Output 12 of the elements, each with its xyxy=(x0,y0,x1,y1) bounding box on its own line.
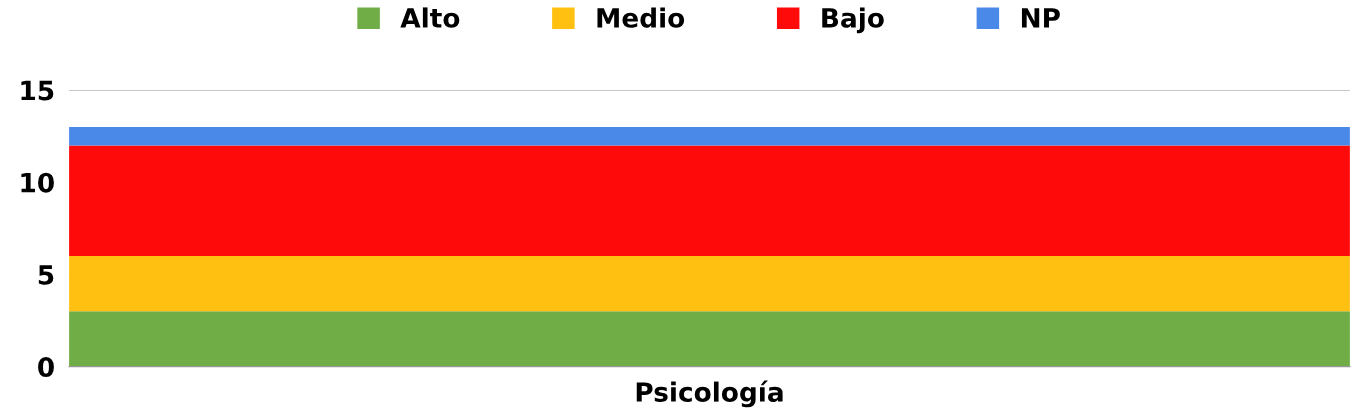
y-tick-label: 15 xyxy=(21,80,54,101)
bar xyxy=(69,256,1350,312)
legend-label: NP xyxy=(1021,8,1060,28)
y-tick-label: 10 xyxy=(21,172,54,193)
bar xyxy=(69,311,1350,367)
y-tick-label: 0 xyxy=(38,357,54,378)
legend-label: Medio xyxy=(597,7,685,28)
y-tick-label: 5 xyxy=(38,265,54,285)
bar xyxy=(69,126,1350,146)
x-tick-label: Psicología xyxy=(636,380,783,408)
legend-label: Bajo xyxy=(822,7,884,34)
legend-label: Alto xyxy=(400,7,460,28)
